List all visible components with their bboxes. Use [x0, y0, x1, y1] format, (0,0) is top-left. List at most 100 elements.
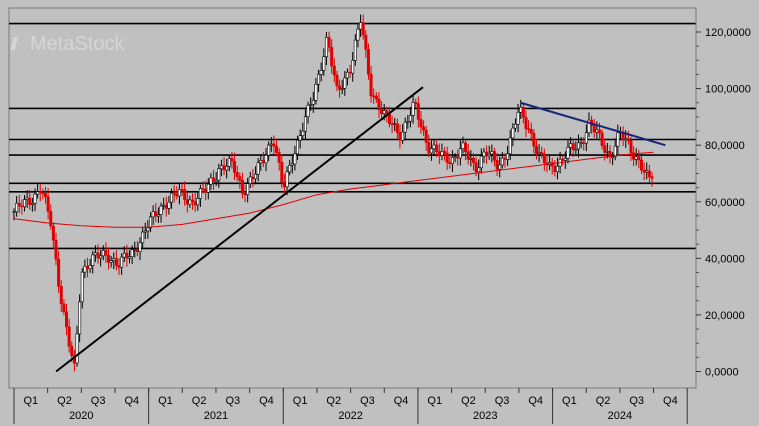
candle-body [450, 156, 454, 164]
candle-body [443, 151, 447, 154]
candle-body [406, 120, 410, 123]
candle-body [141, 231, 145, 244]
y-tick-label: 40,0000 [705, 253, 745, 265]
candle-body [569, 143, 573, 148]
candle-body [254, 173, 258, 180]
candle-body [49, 211, 53, 227]
candle-body [172, 192, 176, 195]
candle-body [293, 153, 297, 165]
candle-body [51, 225, 55, 241]
candle-body [632, 152, 636, 160]
candle-body [542, 153, 546, 164]
candle-body [587, 119, 591, 133]
candle-body [411, 102, 415, 116]
candle-body [177, 189, 181, 197]
candle-body [217, 168, 221, 181]
candle-body [12, 211, 16, 213]
candle-body [277, 152, 281, 163]
candle-body [498, 164, 502, 170]
candle-body [275, 146, 279, 153]
candle-body [540, 152, 544, 155]
candle-body [120, 256, 124, 268]
candle-body [135, 249, 139, 252]
candle-body [382, 110, 386, 114]
candle-body [471, 158, 475, 163]
candle-body [130, 249, 134, 257]
candle-body [532, 132, 536, 147]
candle-body [267, 144, 271, 156]
candle-body [319, 70, 323, 75]
candle-body [469, 158, 473, 160]
candle-body [432, 144, 436, 149]
candle-body [125, 252, 129, 259]
candle-body [422, 126, 426, 131]
candle-body [524, 117, 528, 129]
candle-body [419, 119, 423, 128]
candle-body [343, 77, 347, 89]
candle-body [288, 164, 292, 173]
candle-body [25, 197, 29, 200]
candle-body [600, 132, 604, 146]
candle-body [464, 142, 468, 152]
candle-body [188, 199, 192, 205]
candle-body [395, 123, 399, 133]
candle-body [650, 176, 654, 179]
y-tick-label: 80,0000 [705, 140, 745, 152]
candle-body [403, 121, 407, 133]
x-year-label: 2022 [338, 410, 362, 422]
candle-body [246, 183, 250, 196]
candle-body [75, 333, 79, 364]
y-axis: 0,0000 20,0000 40,0000 60,0000 80,0000 100,00… [696, 27, 751, 379]
candle-body [30, 202, 34, 205]
candle-body [479, 155, 483, 169]
x-quarter-label: Q4 [663, 395, 678, 407]
x-year-label: 2023 [473, 410, 497, 422]
x-quarter-label: Q3 [495, 395, 510, 407]
trendline-1 [520, 101, 666, 147]
candle-body [133, 249, 137, 251]
candle-body [324, 37, 328, 57]
candle-body [57, 258, 61, 287]
candle-body [611, 156, 615, 159]
candle-body [380, 109, 384, 114]
x-year-label: 2021 [204, 410, 228, 422]
candle-body [613, 145, 617, 158]
x-quarter-label: Q4 [528, 395, 543, 407]
candle-body [36, 191, 40, 195]
candle-body [458, 148, 462, 159]
candle-body [114, 258, 118, 266]
candle-body [519, 107, 523, 113]
candle-body [156, 214, 160, 217]
candle-body [353, 39, 357, 61]
candle-body [416, 103, 420, 120]
candle-body [54, 239, 58, 260]
candle-body [595, 129, 599, 133]
candle-body [579, 142, 583, 144]
x-quarter-label: Q1 [158, 395, 173, 407]
candle-body [311, 99, 315, 105]
candle-body [170, 192, 174, 203]
x-quarter-label: Q2 [596, 395, 611, 407]
x-quarter-label: Q1 [427, 395, 442, 407]
candle-body [503, 157, 507, 160]
candle-body [159, 205, 163, 215]
candle-body [529, 128, 533, 134]
candle-body [369, 73, 373, 97]
candle-body [534, 145, 538, 155]
candle-body [259, 160, 263, 164]
candle-body [495, 159, 499, 170]
candle-body [322, 56, 326, 71]
candle-body [88, 265, 92, 270]
candle-body [146, 227, 150, 232]
x-axis: Q1 Q2 Q3 Q4 Q1 Q2 Q3 Q4 Q1 Q2 Q3 Q4 Q1 Q2 Q3 Q4 Q1 Q2 Q3 Q4… [13, 388, 688, 424]
candle-body [264, 154, 268, 164]
candle-body [185, 199, 189, 205]
candle-body [285, 171, 289, 188]
candle-body [500, 157, 504, 166]
candle-body [555, 165, 559, 173]
candle-body [490, 151, 494, 155]
candle-body [193, 201, 197, 206]
candle-body [427, 142, 431, 154]
x-quarter-label: Q2 [192, 395, 207, 407]
candle-body [198, 188, 202, 199]
